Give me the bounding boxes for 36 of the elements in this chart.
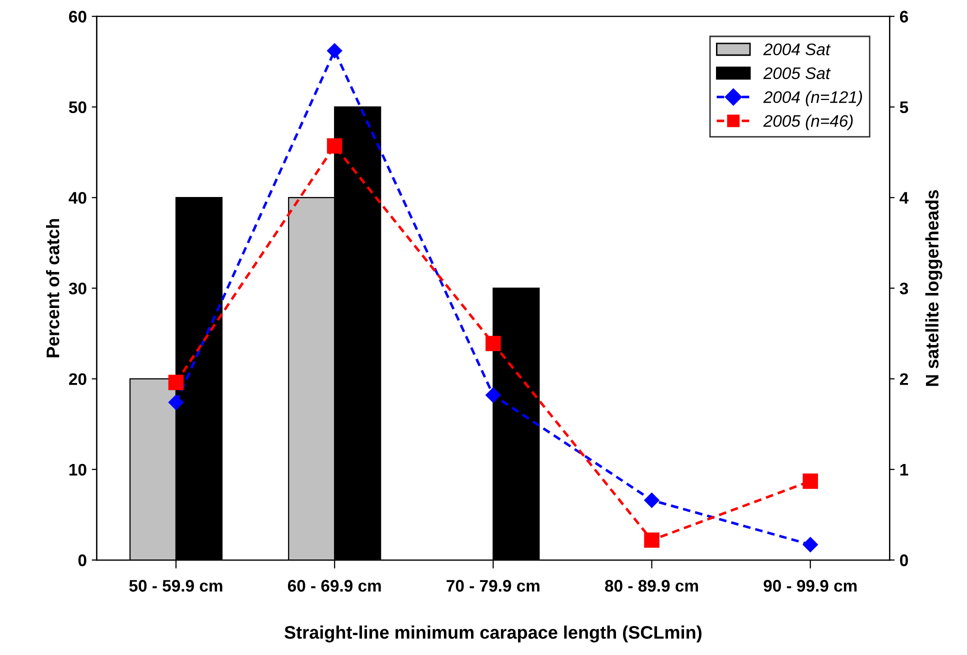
y2-tick-label: 1: [900, 464, 908, 476]
legend-label: 2004 Sat: [763, 43, 831, 56]
point: [486, 336, 501, 352]
y2-tick-label: 2: [900, 373, 908, 385]
y2-tick-label: 6: [900, 10, 908, 23]
y-tick-label: 40: [68, 192, 86, 204]
y-tick-label: 20: [69, 373, 86, 386]
x-tick-label: 80 - 89.9 cm: [605, 580, 698, 592]
legend-label: 2005 (n=46): [763, 114, 853, 130]
y-tick-label: 60: [69, 10, 86, 23]
x-tick-label: 90 - 99.9 cm: [764, 580, 857, 592]
point: [802, 537, 818, 552]
legend-label: 2004 (n=121): [763, 90, 862, 106]
y2-tick-label: 0: [900, 554, 908, 566]
x-axis-title: Straight-line minimum carapace length (SCLmin): [284, 626, 702, 642]
y-tick-label: 0: [78, 554, 86, 566]
y2-axis-title: N satellite loggerheads: [925, 190, 942, 386]
point: [168, 374, 184, 390]
point: [644, 532, 660, 548]
y-tick-label: 50: [68, 101, 86, 114]
x-tick-label: 50 - 59.9 cm: [129, 580, 222, 592]
y-tick-label: 30: [68, 282, 86, 294]
point: [168, 394, 184, 410]
y2-tick-label: 4: [900, 192, 909, 204]
y-axis-title: Percent of catch: [46, 219, 60, 358]
point: [802, 474, 818, 489]
y2-tick-label: 3: [900, 282, 908, 294]
x-tick-label: 60 - 69.9 cm: [288, 580, 381, 592]
point: [644, 492, 660, 508]
x-tick-label: 70 - 79.9 cm: [446, 580, 540, 592]
point: [326, 138, 342, 154]
y-tick-label: 10: [69, 464, 86, 476]
point: [486, 388, 501, 403]
y2-tick-label: 5: [900, 102, 908, 114]
legend-label: 2005 Sat: [763, 67, 831, 80]
point: [327, 43, 342, 58]
